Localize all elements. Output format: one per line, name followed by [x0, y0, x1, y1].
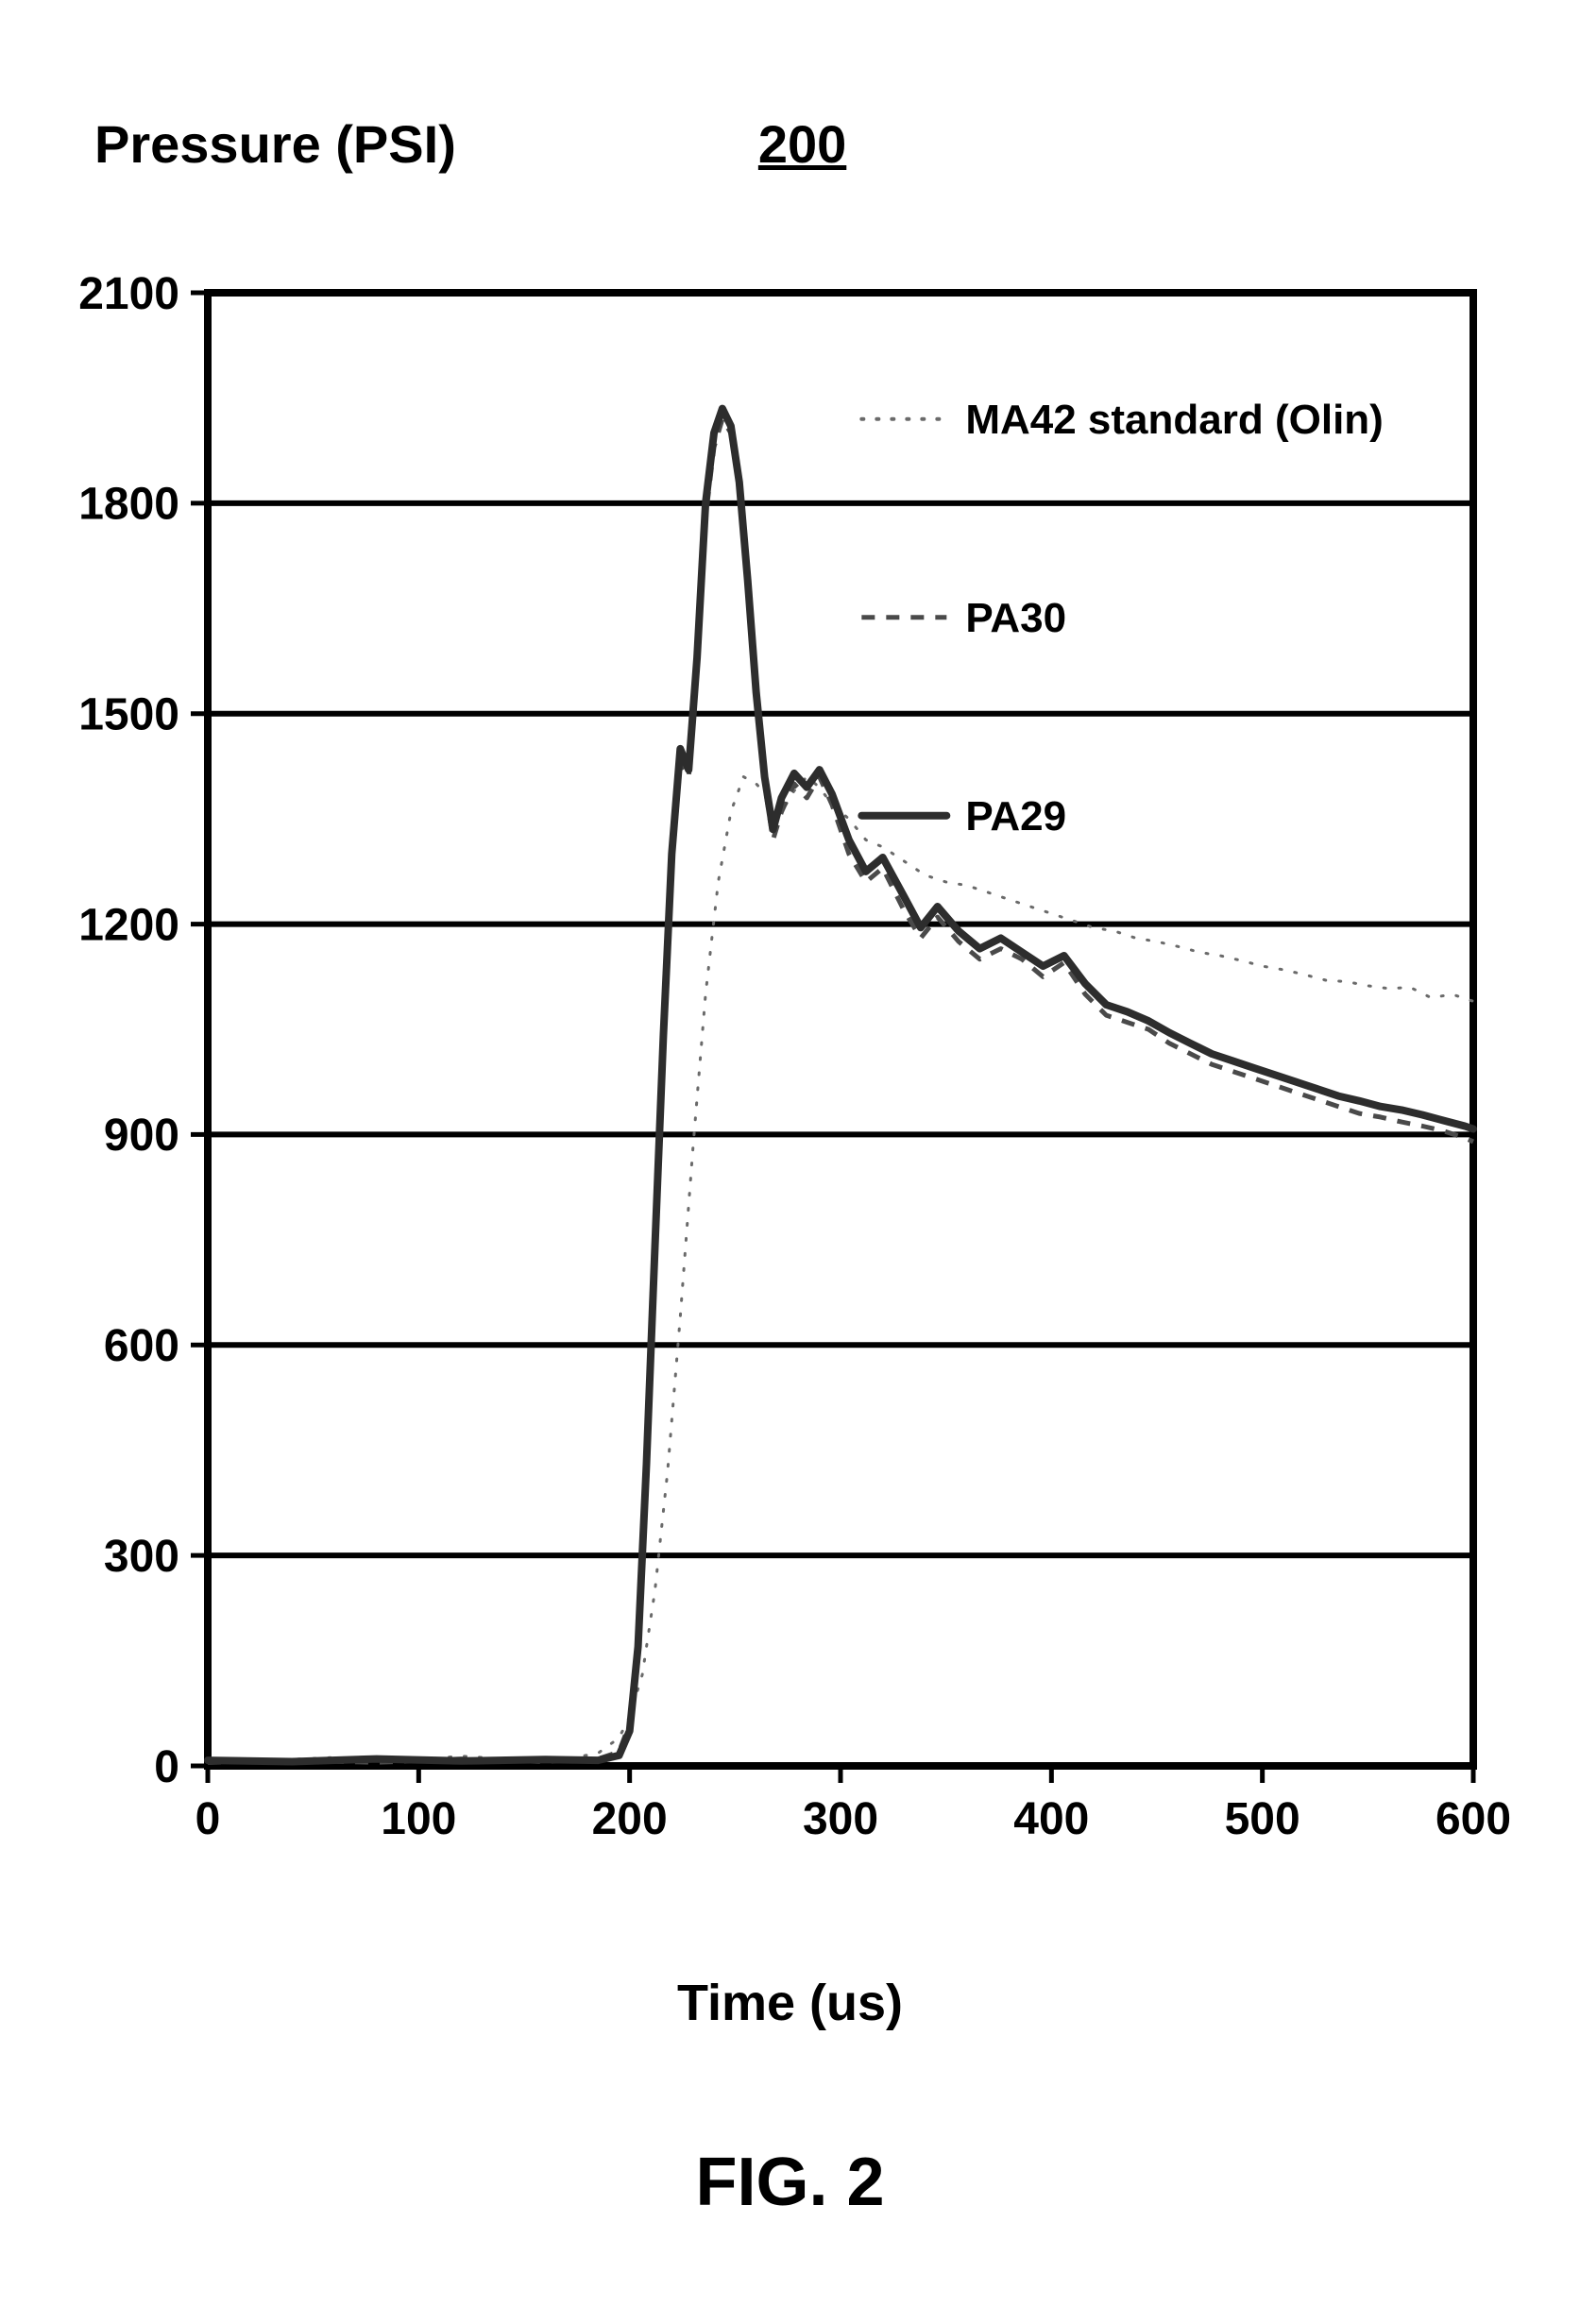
svg-text:1200: 1200 — [78, 900, 179, 950]
svg-text:2100: 2100 — [78, 269, 179, 319]
svg-text:600: 600 — [104, 1321, 179, 1371]
svg-text:0: 0 — [154, 1742, 179, 1792]
svg-text:100: 100 — [381, 1794, 456, 1844]
svg-text:300: 300 — [104, 1532, 179, 1582]
svg-text:200: 200 — [592, 1794, 668, 1844]
page: Pressure (PSI) 200 0 100 200 300 400 500 600 0 3… — [0, 0, 1580, 2324]
figure-reference-number: 200 — [758, 113, 846, 175]
svg-text:300: 300 — [803, 1794, 878, 1844]
svg-text:PA30: PA30 — [965, 595, 1066, 641]
chart-container: 0 100 200 300 400 500 600 0 300 600 900 1200 1500 180… — [38, 255, 1530, 1936]
x-axis-title: Time (us) — [0, 1974, 1580, 2032]
figure-caption: FIG. 2 — [0, 2144, 1580, 2221]
chart-header: Pressure (PSI) 200 — [94, 113, 1486, 175]
svg-text:500: 500 — [1225, 1794, 1300, 1844]
y-axis-title: Pressure (PSI) — [94, 113, 456, 175]
svg-text:1800: 1800 — [78, 480, 179, 530]
svg-text:PA29: PA29 — [965, 793, 1066, 840]
svg-text:1500: 1500 — [78, 690, 179, 740]
svg-text:MA42 standard (Olin): MA42 standard (Olin) — [965, 397, 1383, 443]
svg-text:400: 400 — [1013, 1794, 1089, 1844]
svg-text:0: 0 — [195, 1794, 221, 1844]
pressure-time-chart: 0 100 200 300 400 500 600 0 300 600 900 1200 1500 180… — [38, 255, 1530, 1936]
svg-text:600: 600 — [1436, 1794, 1511, 1844]
svg-text:900: 900 — [104, 1111, 179, 1161]
